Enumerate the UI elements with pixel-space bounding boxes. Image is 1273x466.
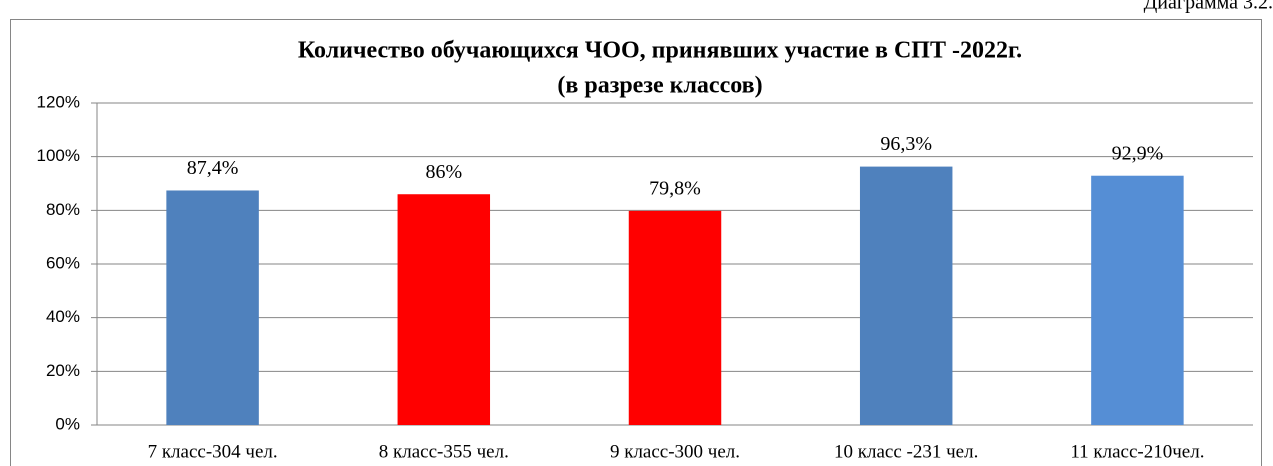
y-tick-label: 20% (46, 361, 80, 380)
chart-border (10, 19, 1262, 466)
bar (397, 194, 491, 425)
bar (859, 166, 953, 425)
value-label: 87,4% (187, 157, 239, 179)
value-label: 96,3% (880, 133, 932, 155)
chart-subtitle: (в разрезе классов) (557, 73, 762, 99)
value-label: 86% (425, 161, 462, 183)
bar (166, 190, 259, 425)
caption: Диаграмма 3.2. (1144, 0, 1273, 14)
y-tick-label: 100% (37, 146, 80, 165)
y-tick-label: 40% (46, 307, 80, 326)
value-label: 92,9% (1112, 142, 1164, 164)
x-tick-label: 11 класс-210чел. (1070, 441, 1204, 462)
chart-title: Количество обучающихся ЧОО, принявших уч… (298, 38, 1022, 64)
bar (628, 210, 722, 425)
x-tick-label: 10 класс -231 чел. (834, 441, 978, 462)
x-tick-label: 7 класс-304 чел. (148, 441, 278, 462)
y-tick-label: 80% (46, 200, 80, 219)
x-tick-label: 8 класс-355 чел. (379, 441, 509, 462)
y-tick-label: 120% (37, 92, 80, 111)
y-tick-label: 60% (46, 253, 80, 272)
y-tick-label: 0% (55, 414, 80, 433)
value-label: 79,8% (649, 177, 701, 199)
bar (1091, 175, 1184, 425)
x-tick-label: 9 класс-300 чел. (610, 441, 740, 462)
